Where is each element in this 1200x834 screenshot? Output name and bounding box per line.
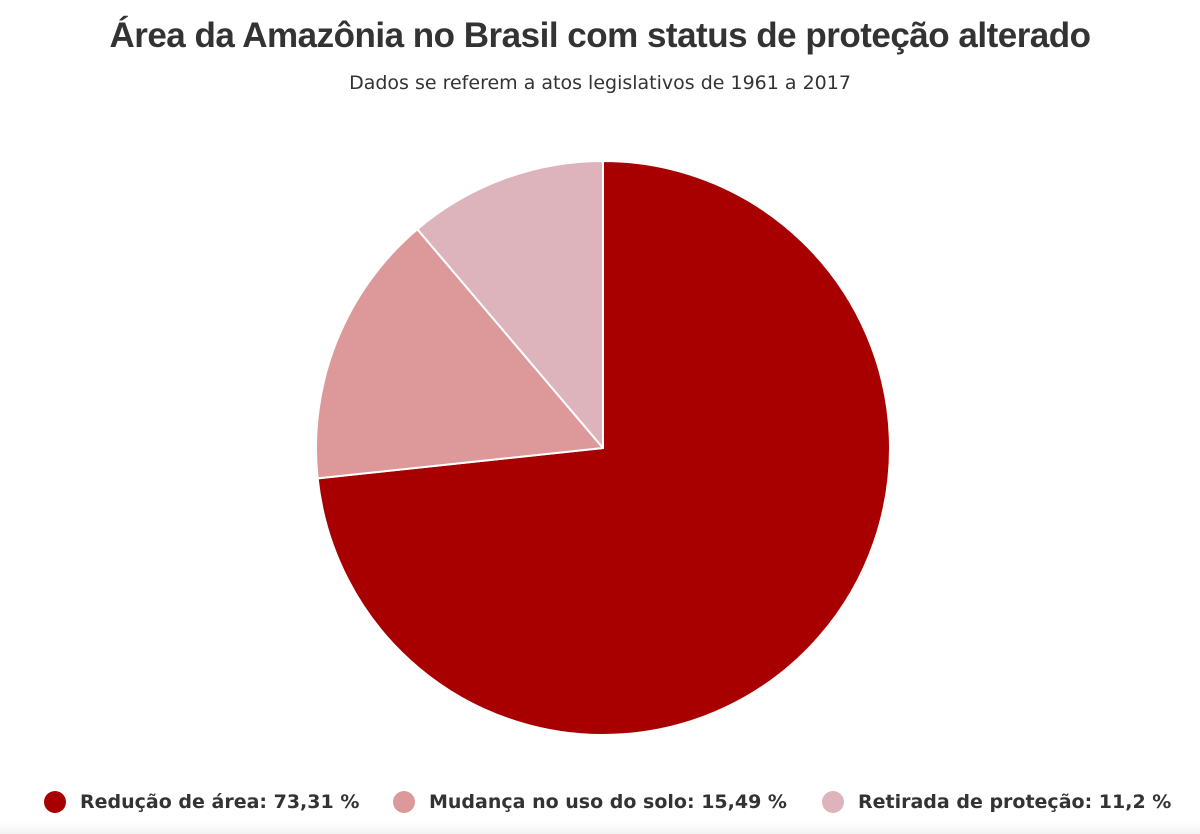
legend-item-reducao-de-area[interactable]: Redução de área: 73,31 % bbox=[44, 782, 359, 822]
legend-item-retirada-de-protecao[interactable]: Retirada de proteção: 11,2 % bbox=[822, 782, 1171, 822]
bottom-fade bbox=[0, 822, 1200, 834]
legend-swatch-reducao-de-area bbox=[44, 791, 66, 813]
pie-slice-retirada-de-protecao[interactable] bbox=[416, 160, 604, 449]
legend-label-mudanca-no-uso-do-solo: Mudança no uso do solo: 15,49 % bbox=[429, 791, 787, 813]
legend: Redução de área: 73,31 % Mudança no uso … bbox=[0, 782, 1200, 822]
legend-label-retirada-de-protecao: Retirada de proteção: 11,2 % bbox=[858, 791, 1172, 813]
chart-title: Área da Amazônia no Brasil com status de… bbox=[109, 16, 1091, 55]
legend-item-mudanca-no-uso-do-solo[interactable]: Mudança no uso do solo: 15,49 % bbox=[393, 782, 787, 822]
pie-slices bbox=[315, 160, 891, 736]
legend-swatch-retirada-de-protecao bbox=[822, 791, 844, 813]
chart-subtitle: Dados se referem a atos legislativos de … bbox=[349, 72, 851, 94]
legend-label-reducao-de-area: Redução de área: 73,31 % bbox=[80, 791, 360, 813]
legend-swatch-mudanca-no-uso-do-solo bbox=[393, 791, 415, 813]
pie-slice-mudanca-no-uso-do-solo[interactable] bbox=[315, 228, 604, 480]
